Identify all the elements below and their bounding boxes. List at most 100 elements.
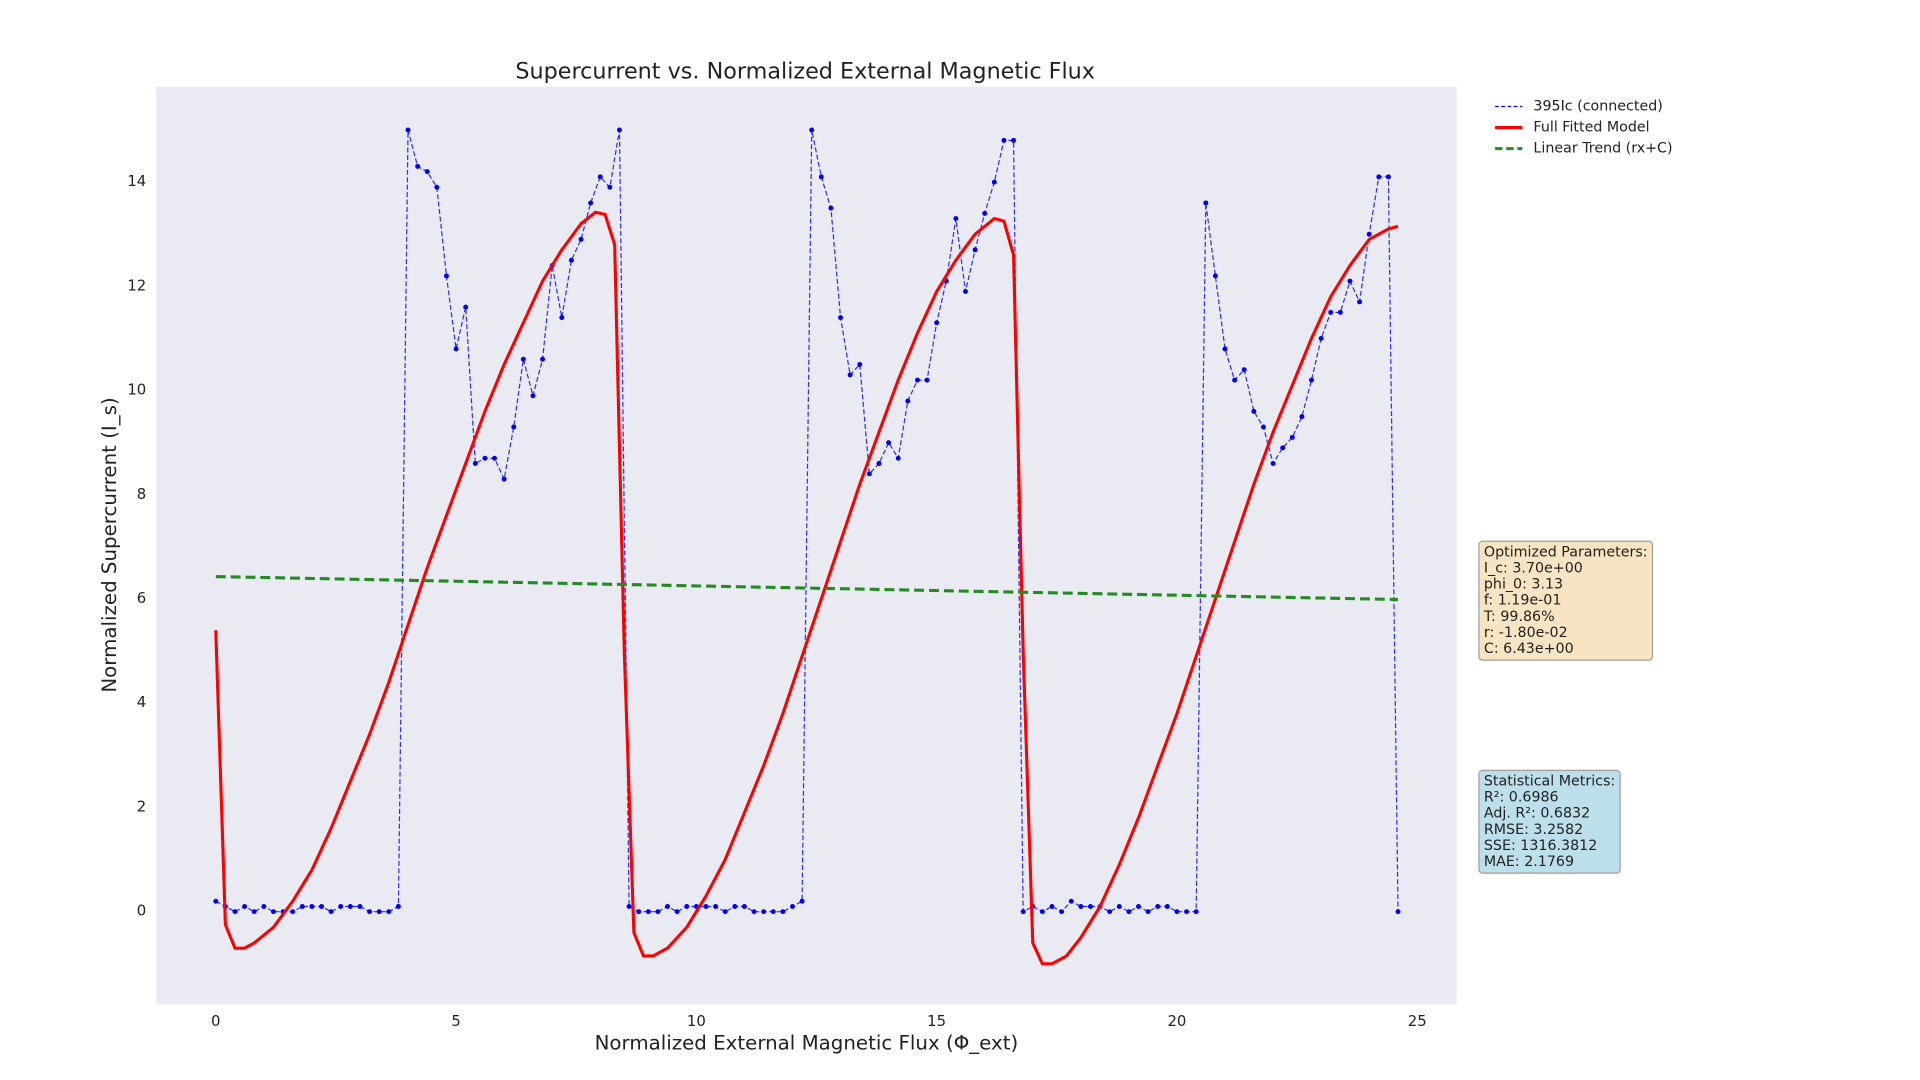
data-point bbox=[1059, 909, 1065, 915]
data-point bbox=[1251, 408, 1257, 414]
data-point bbox=[1020, 909, 1026, 915]
data-point bbox=[866, 471, 872, 477]
data-point bbox=[588, 200, 594, 206]
data-point bbox=[847, 372, 853, 378]
data-point bbox=[540, 356, 546, 362]
data-point bbox=[1107, 909, 1113, 915]
data-point bbox=[703, 903, 709, 909]
data-point bbox=[886, 440, 892, 446]
annotation-background bbox=[1478, 769, 1621, 874]
y-tick-label: 14 bbox=[127, 172, 146, 190]
legend-label: Full Fitted Model bbox=[1533, 120, 1649, 136]
data-point bbox=[1087, 903, 1093, 909]
data-point bbox=[472, 461, 478, 466]
data-point bbox=[991, 179, 997, 185]
data-point bbox=[1280, 445, 1286, 451]
data-point bbox=[770, 909, 776, 915]
data-point bbox=[559, 315, 565, 321]
data-point bbox=[1385, 174, 1391, 180]
series-line bbox=[215, 575, 1399, 602]
data-point bbox=[607, 184, 613, 190]
y-tick-label: 12 bbox=[127, 276, 146, 294]
data-point bbox=[674, 909, 680, 915]
data-point bbox=[1289, 434, 1295, 440]
data-point bbox=[1155, 903, 1161, 909]
data-point bbox=[1395, 909, 1401, 915]
data-point bbox=[395, 903, 401, 909]
data-point bbox=[761, 909, 767, 915]
data-point bbox=[684, 903, 690, 909]
data-point bbox=[799, 898, 805, 904]
data-point bbox=[520, 356, 526, 362]
x-tick-label: 25 bbox=[1408, 1012, 1427, 1030]
data-point bbox=[328, 909, 334, 915]
data-point bbox=[713, 903, 719, 909]
y-tick-label: 4 bbox=[137, 693, 146, 711]
data-point bbox=[1039, 909, 1045, 915]
data-point bbox=[530, 393, 536, 399]
data-point bbox=[838, 315, 844, 321]
data-point bbox=[722, 909, 728, 915]
data-point bbox=[463, 304, 469, 310]
data-point bbox=[857, 361, 863, 367]
data-point bbox=[261, 903, 267, 909]
annotation-text: Adj. R²: 0.6832 bbox=[1484, 806, 1590, 822]
data-point bbox=[415, 163, 421, 169]
data-point bbox=[876, 461, 882, 466]
data-point bbox=[1001, 137, 1007, 143]
data-point bbox=[665, 903, 671, 909]
data-point bbox=[376, 909, 382, 915]
data-point bbox=[347, 903, 353, 909]
series-line bbox=[214, 210, 1399, 966]
data-point bbox=[934, 320, 940, 326]
data-point bbox=[309, 903, 315, 909]
data-point bbox=[319, 903, 324, 909]
data-point bbox=[741, 903, 747, 909]
annotation-text: r: -1.80e-02 bbox=[1484, 625, 1568, 641]
data-point bbox=[1232, 377, 1238, 383]
annotation-background bbox=[1478, 540, 1654, 661]
data-point bbox=[982, 210, 988, 216]
data-point bbox=[1222, 346, 1228, 352]
data-point bbox=[895, 455, 901, 461]
annotation-text: I_c: 3.70e+00 bbox=[1484, 560, 1583, 576]
legend-label: 395Ic (connected) bbox=[1533, 99, 1662, 115]
data-point bbox=[1347, 278, 1353, 284]
annotation-text: RMSE: 3.2582 bbox=[1484, 822, 1583, 838]
data-point bbox=[1174, 909, 1180, 915]
y-tick-label: 0 bbox=[137, 902, 146, 920]
data-point bbox=[434, 184, 440, 190]
annotation-box: Optimized Parameters:I_c: 3.70e+00phi_0:… bbox=[1478, 540, 1654, 661]
data-point bbox=[597, 174, 603, 180]
data-point bbox=[1193, 909, 1199, 915]
annotation-text: T: 99.86% bbox=[1483, 609, 1555, 625]
data-point bbox=[972, 247, 978, 253]
annotation-text: Statistical Metrics: bbox=[1484, 774, 1615, 790]
data-point bbox=[1309, 377, 1314, 383]
data-point bbox=[453, 346, 459, 352]
x-tick-label: 0 bbox=[211, 1012, 220, 1030]
data-point bbox=[1049, 903, 1055, 909]
data-point bbox=[818, 174, 824, 180]
data-point bbox=[1078, 903, 1084, 909]
annotation-text: C: 6.43e+00 bbox=[1484, 641, 1574, 657]
data-point bbox=[367, 909, 373, 915]
data-point bbox=[1357, 299, 1363, 305]
data-point bbox=[1126, 909, 1132, 915]
y-tick-label: 10 bbox=[127, 381, 146, 399]
annotation-text: SSE: 1316.3812 bbox=[1484, 838, 1597, 854]
data-point bbox=[338, 903, 344, 909]
y-tick-label: 6 bbox=[137, 589, 146, 607]
data-point bbox=[905, 398, 911, 404]
data-point bbox=[780, 909, 786, 915]
annotation-text: MAE: 2.1769 bbox=[1484, 854, 1574, 870]
data-point bbox=[1328, 309, 1334, 315]
series-line bbox=[215, 129, 1399, 913]
data-point bbox=[568, 257, 574, 263]
data-point bbox=[1212, 273, 1218, 279]
y-tick-label: 8 bbox=[137, 485, 146, 503]
data-point bbox=[963, 289, 968, 294]
data-point bbox=[251, 909, 257, 915]
data-point bbox=[1318, 335, 1324, 341]
